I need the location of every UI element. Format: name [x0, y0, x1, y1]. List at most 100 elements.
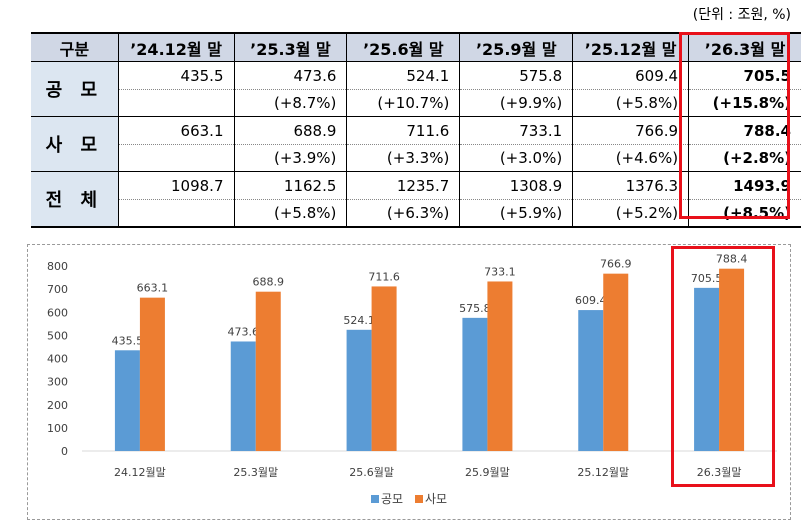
table-row: (+3.9%) (+3.3%) (+3.0%) (+4.6%) (+2.8%) — [31, 144, 801, 172]
y-tick-label: 300 — [47, 376, 68, 389]
data-label: 435.5 — [112, 334, 144, 347]
table-cell: (+4.6%) — [572, 144, 689, 172]
table-cell: 1376.3 — [572, 171, 689, 200]
table-cell: 473.6 — [233, 61, 347, 90]
header-col: ’26.3월 말 — [688, 32, 801, 62]
table-cell: (+5.8%) — [572, 89, 689, 117]
row-category: 공 모 — [31, 61, 119, 117]
table-header-row: 구분 ’24.12월 말 ’25.3월 말 ’25.6월 말 ’25.9월 말 … — [31, 32, 801, 62]
y-tick-label: 200 — [47, 399, 68, 412]
table-cell: 711.6 — [346, 116, 460, 145]
table-cell: 663.1 — [117, 116, 234, 145]
bar-chart: 0 100 200 300 400 500 600 700 800 435.5 663.1 24.12… — [47, 253, 777, 506]
table-cell: (+3.9%) — [233, 144, 347, 172]
bar — [719, 268, 745, 451]
bar — [603, 273, 629, 451]
table-row: (+5.8%) (+6.3%) (+5.9%) (+5.2%) (+8.5%) — [31, 199, 801, 228]
table-cell: 688.9 — [233, 116, 347, 145]
header-col: ’25.12월 말 — [572, 32, 689, 62]
legend-label: 공모 — [381, 492, 403, 506]
data-label: 788.4 — [716, 253, 748, 266]
x-tick-label: 24.12월말 — [114, 466, 166, 479]
table-cell: 1235.7 — [346, 171, 460, 200]
table-cell: 733.1 — [459, 116, 573, 145]
bar — [230, 341, 256, 451]
data-label: 663.1 — [137, 282, 169, 295]
header-col: ’25.6월 말 — [346, 32, 460, 62]
table-row: 공 모 435.5 473.6 524.1 575.8 609.4 705.5 — [31, 61, 801, 117]
data-label: 609.4 — [575, 294, 607, 307]
table-cell: 766.9 — [572, 116, 689, 145]
legend-swatch — [415, 495, 423, 503]
data-label: 524.1 — [343, 314, 375, 327]
bar — [371, 286, 397, 451]
table-cell: 1098.7 — [117, 171, 234, 200]
table-cell: (+8.5%) — [688, 199, 801, 228]
table-cell: 1162.5 — [233, 171, 347, 200]
legend-label: 사모 — [425, 492, 447, 506]
unit-note: (단위 : 조원, %) — [692, 7, 791, 23]
table-cell: (+2.8%) — [688, 144, 801, 172]
row-category: 사 모 — [31, 116, 119, 172]
y-tick-label: 0 — [61, 445, 68, 458]
x-tick-label: 26.3월말 — [697, 466, 742, 479]
table-cell: (+8.7%) — [233, 89, 347, 117]
bar — [694, 287, 720, 451]
table-cell: (+9.9%) — [459, 89, 573, 117]
data-label: 766.9 — [600, 258, 632, 271]
data-label: 688.9 — [253, 276, 285, 289]
table-row: 전 체 1098.7 1162.5 1235.7 1308.9 1376.3 1… — [31, 171, 801, 228]
bar — [255, 291, 281, 451]
bar — [578, 310, 604, 451]
table-cell: 705.5 — [688, 61, 801, 90]
table-cell: (+3.0%) — [459, 144, 573, 172]
data-label: 733.1 — [484, 265, 515, 278]
table-cell: (+5.8%) — [233, 199, 347, 228]
table-row: (+8.7%) (+10.7%) (+9.9%) (+5.8%) (+15.8%… — [31, 89, 801, 117]
table-cell: (+5.2%) — [572, 199, 689, 228]
data-label: 575.8 — [459, 302, 491, 315]
y-tick-label: 100 — [47, 422, 68, 435]
table-cell: 435.5 — [117, 61, 234, 90]
table-row: 사 모 663.1 688.9 711.6 733.1 766.9 788.4 — [31, 116, 801, 172]
bar — [346, 329, 372, 451]
x-tick-label: 25.3월말 — [233, 466, 278, 479]
y-tick-label: 700 — [47, 283, 68, 296]
y-tick-label: 500 — [47, 329, 68, 342]
header-col: ’25.3월 말 — [233, 32, 347, 62]
table-cell: (+15.8%) — [688, 89, 801, 117]
table-cell: (+10.7%) — [346, 89, 460, 117]
data-label: 711.6 — [368, 270, 400, 283]
data-label: 705.5 — [691, 272, 723, 285]
table-cell — [117, 144, 234, 172]
bar — [462, 317, 488, 451]
x-tick-label: 25.6월말 — [349, 466, 394, 479]
legend-swatch — [371, 495, 379, 503]
header-col: ’25.9월 말 — [459, 32, 573, 62]
y-tick-label: 600 — [47, 306, 68, 319]
table-cell: 524.1 — [346, 61, 460, 90]
table-cell: 1493.9 — [688, 171, 801, 200]
x-tick-label: 25.9월말 — [465, 466, 510, 479]
bar — [114, 350, 140, 451]
data-label: 473.6 — [228, 325, 260, 338]
header-category: 구분 — [31, 32, 119, 62]
y-tick-label: 800 — [47, 260, 68, 273]
bar — [487, 281, 513, 451]
x-tick-label: 25.12월말 — [577, 466, 629, 479]
summary-table: 구분 ’24.12월 말 ’25.3월 말 ’25.6월 말 ’25.9월 말 … — [31, 32, 801, 228]
table-cell: 609.4 — [572, 61, 689, 90]
table-cell: 788.4 — [688, 116, 801, 145]
table-cell — [117, 89, 234, 117]
row-category: 전 체 — [31, 171, 119, 228]
table-cell — [117, 199, 234, 228]
chart-frame — [27, 244, 791, 520]
table-cell: (+3.3%) — [346, 144, 460, 172]
y-tick-label: 400 — [47, 353, 68, 366]
table-cell: 575.8 — [459, 61, 573, 90]
bar — [139, 297, 165, 451]
table-cell: (+5.9%) — [459, 199, 573, 228]
table-cell: 1308.9 — [459, 171, 573, 200]
table-cell: (+6.3%) — [346, 199, 460, 228]
header-col: ’24.12월 말 — [117, 32, 234, 62]
